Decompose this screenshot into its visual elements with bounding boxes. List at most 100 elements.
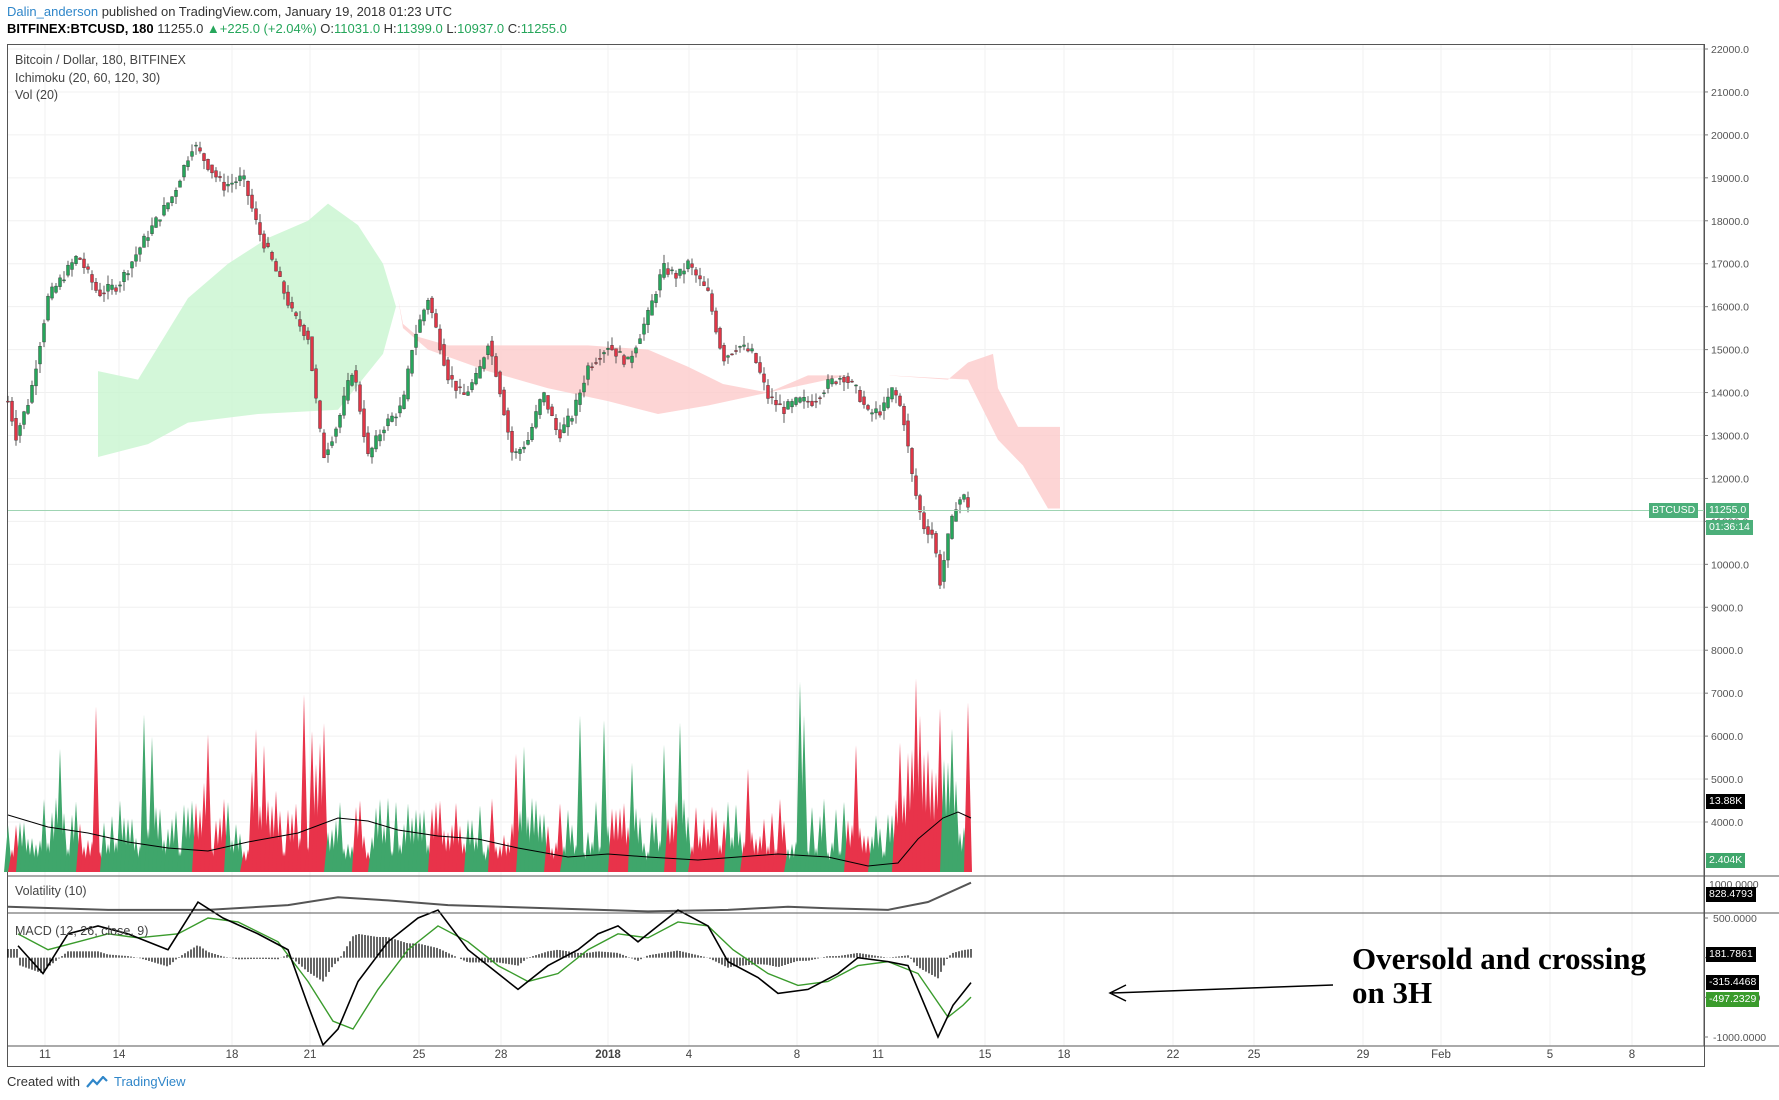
candle-body [54,285,58,293]
candle-body [358,384,362,412]
candle-body [146,237,150,241]
candle-body [154,217,158,228]
macd-tick-label: -1000.0000 [1713,1032,1766,1044]
candle-body [374,435,378,450]
volume-spike [420,809,428,872]
candle-body [190,151,194,157]
candle-body [846,376,850,383]
time-tick-label: 11 [39,1049,51,1061]
candle-body [530,427,534,440]
candle-body [462,392,466,395]
candle-body [22,411,26,425]
candle-body [770,396,774,399]
candle-body [482,357,486,369]
candle-body [262,233,266,249]
candle-body [522,446,526,450]
candle-body [674,272,678,279]
candle-body [298,319,302,327]
candle-body [726,355,730,358]
candle-body [442,344,446,366]
price-tick-label: 20000.0 [1711,130,1749,142]
candle-body [774,400,778,406]
candle-body [494,356,498,377]
candle-body [594,362,598,364]
high-label: H: [383,21,397,36]
candle-body [226,184,230,187]
candle-body [502,389,506,416]
candle-body [382,429,386,434]
candle-body [666,268,670,275]
candle-body [958,499,962,505]
candle-body [966,497,970,508]
volume-ma-line [7,811,972,867]
candle-body [238,175,242,182]
candle-body [350,374,354,386]
volume-spike [684,816,692,872]
volume-spike [964,702,972,872]
volume-spike [56,748,64,872]
candle-body [282,281,286,294]
published-text: published on TradingView.com, January 19… [101,4,452,19]
volume-spike [204,734,212,872]
candle-body [822,392,826,394]
candle-body [258,222,262,235]
legend-macd: MACD (12, 26, close, 9) [15,924,149,938]
volume-spike [676,722,684,872]
candle-body [342,395,346,416]
macd-layer [7,901,972,1047]
candle-body [38,346,42,365]
candle-body [786,401,790,410]
candle-body [286,291,290,306]
candle-body [758,362,762,373]
candle-body [266,242,270,247]
candle-body [734,350,738,352]
candle-body [658,274,662,291]
candle-body [426,300,430,310]
candle-body [790,401,794,408]
candle-body [938,554,942,586]
candle-body [150,225,154,234]
candle-body [554,418,558,431]
candle-body [106,284,110,292]
candle-body [950,515,954,539]
volume-spike [852,745,860,872]
candle-body [534,411,538,428]
candle-body [390,415,394,422]
candle-body [834,381,838,384]
candle-body [318,400,322,429]
candle-body [450,375,454,380]
candle-body [82,258,86,268]
tradingview-link[interactable]: TradingView [113,1074,186,1089]
candles-layer [6,141,970,590]
volume-spike [300,694,308,872]
candle-body [598,358,602,360]
time-tick-label: 18 [1058,1049,1071,1061]
candle-body [254,208,258,220]
candle-body [634,347,638,354]
candle-body [466,391,470,396]
last-price-badge: 11255.0 [1706,503,1750,518]
candle-body [274,261,278,272]
candle-body [646,310,650,325]
candle-body [590,366,594,368]
candle-body [194,144,198,147]
volume-spike [224,802,232,872]
time-tick-label: Feb [1431,1049,1451,1061]
annotation-line-2: on 3H [1352,975,1433,1010]
candle-body [918,495,922,513]
last-price: 11255.0 [157,21,204,36]
candle-body [914,475,918,496]
volatility-badge: 828.4793 [1706,887,1756,902]
candle-body [118,284,122,287]
triangle-up-icon: ▲ [206,21,220,36]
macd-signal-badge: -497.2329 [1706,992,1760,1007]
price-tick-label: 8000.0 [1711,645,1743,657]
candle-body [270,252,274,260]
candle-body [206,159,210,170]
candle-body [902,406,906,426]
candle-body [50,286,54,299]
candle-body [70,262,74,270]
legend-volatility: Volatility (10) [15,884,87,898]
author-link[interactable]: Dalin_anderson [7,4,99,19]
